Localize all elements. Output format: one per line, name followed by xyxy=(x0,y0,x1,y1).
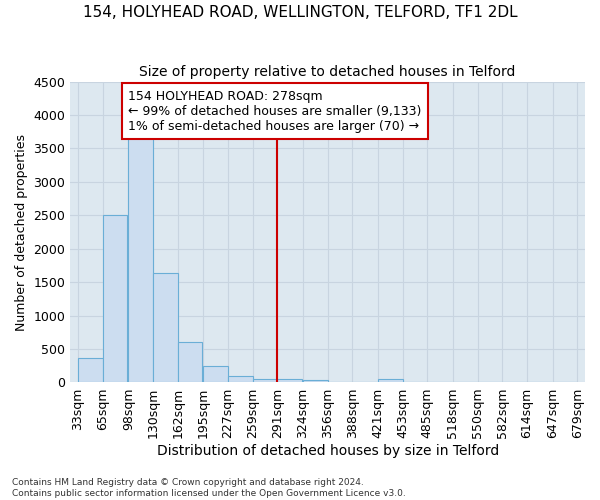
Y-axis label: Number of detached properties: Number of detached properties xyxy=(15,134,28,330)
Bar xyxy=(253,379,277,382)
Bar xyxy=(277,379,302,382)
Text: 154 HOLYHEAD ROAD: 278sqm
← 99% of detached houses are smaller (9,133)
1% of sem: 154 HOLYHEAD ROAD: 278sqm ← 99% of detac… xyxy=(128,90,422,132)
Bar xyxy=(78,358,103,382)
Bar xyxy=(228,376,253,382)
Bar xyxy=(378,379,403,382)
Bar xyxy=(103,216,127,382)
Bar xyxy=(153,273,178,382)
Bar xyxy=(128,132,153,382)
Bar xyxy=(303,380,328,382)
Title: Size of property relative to detached houses in Telford: Size of property relative to detached ho… xyxy=(139,65,516,79)
Bar xyxy=(178,342,202,382)
X-axis label: Distribution of detached houses by size in Telford: Distribution of detached houses by size … xyxy=(157,444,499,458)
Bar xyxy=(203,366,228,382)
Text: 154, HOLYHEAD ROAD, WELLINGTON, TELFORD, TF1 2DL: 154, HOLYHEAD ROAD, WELLINGTON, TELFORD,… xyxy=(83,5,517,20)
Text: Contains HM Land Registry data © Crown copyright and database right 2024.
Contai: Contains HM Land Registry data © Crown c… xyxy=(12,478,406,498)
